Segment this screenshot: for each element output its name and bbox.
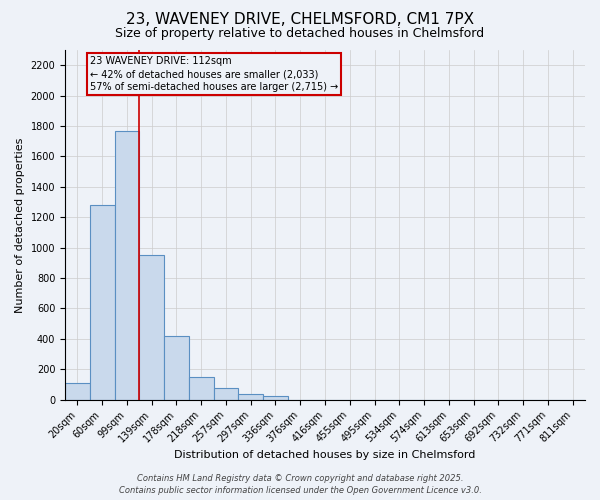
Text: 23 WAVENEY DRIVE: 112sqm
← 42% of detached houses are smaller (2,033)
57% of sem: 23 WAVENEY DRIVE: 112sqm ← 42% of detach… (90, 56, 338, 92)
Text: Contains HM Land Registry data © Crown copyright and database right 2025.
Contai: Contains HM Land Registry data © Crown c… (119, 474, 481, 495)
Bar (214, 388, 238, 400)
Text: 23, WAVENEY DRIVE, CHELMSFORD, CM1 7PX: 23, WAVENEY DRIVE, CHELMSFORD, CM1 7PX (126, 12, 474, 28)
Text: Size of property relative to detached houses in Chelmsford: Size of property relative to detached ho… (115, 28, 485, 40)
Bar (90, 205, 115, 400)
Y-axis label: Number of detached properties: Number of detached properties (15, 137, 25, 312)
Bar (164, 336, 189, 400)
Bar (189, 377, 214, 400)
Bar (263, 396, 288, 400)
Bar (65, 383, 90, 400)
Bar (238, 394, 263, 400)
Bar (139, 254, 164, 400)
Bar (115, 130, 139, 400)
X-axis label: Distribution of detached houses by size in Chelmsford: Distribution of detached houses by size … (175, 450, 476, 460)
